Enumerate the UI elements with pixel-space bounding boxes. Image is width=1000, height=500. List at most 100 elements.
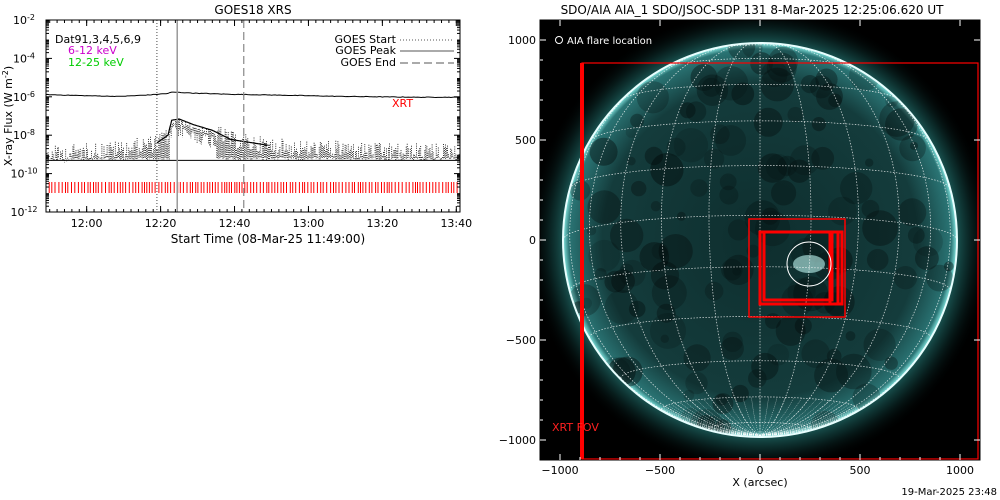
disk-texture-blob (723, 254, 754, 285)
flare-brightening (793, 255, 825, 273)
y-tick-label: 10-6 (13, 89, 35, 104)
aia-y-tick-label: 1000 (508, 34, 536, 47)
disk-texture-blob (704, 148, 725, 169)
disk-texture-blob (861, 199, 880, 218)
disk-texture-blob (746, 244, 760, 258)
disk-texture-blob (800, 75, 820, 94)
polar-grid-line (690, 400, 761, 436)
aia-y-tick-label: −500 (506, 334, 536, 347)
disk-texture-blob (683, 389, 695, 401)
disk-texture-blob (673, 128, 709, 163)
goes-long-channel-series (46, 91, 460, 99)
legend-goes-peak-label: GOES Peak (335, 44, 396, 57)
disk-texture-blob (568, 284, 601, 317)
disk-texture-blob (720, 336, 744, 361)
disk-texture-blob (801, 339, 830, 369)
goes-xlabel: Start Time (08-Mar-25 11:49:00) (171, 232, 365, 246)
disk-texture-blob (701, 77, 721, 97)
disk-texture-blob (712, 393, 734, 415)
disk-texture-blob (909, 141, 919, 150)
longitude-line (759, 43, 812, 436)
disk-texture-blob (811, 117, 827, 132)
disk-texture-blob (604, 290, 639, 324)
disk-texture-blob (765, 154, 792, 180)
disk-texture-blob (863, 328, 896, 361)
disk-texture-blob (775, 315, 806, 346)
disk-texture-blob (676, 211, 686, 221)
polar-grid-line (696, 399, 761, 436)
polar-grid-line (679, 402, 761, 436)
disk-texture-blob (644, 146, 664, 166)
polar-grid-line (667, 404, 761, 436)
disk-texture-blob (742, 43, 763, 58)
disk-texture-blob (651, 275, 687, 311)
longitude-line (620, 44, 761, 436)
aia-x-tick-label: 500 (850, 464, 871, 477)
disk-texture-blob (766, 52, 797, 83)
disk-texture-blob (907, 226, 925, 244)
disk-texture-blob (757, 153, 788, 183)
longitude-line (759, 43, 859, 436)
y-tick-label: 10-8 (13, 128, 35, 143)
disk-texture-blob (732, 266, 742, 276)
solar-limb (562, 42, 958, 438)
disk-texture-blob (594, 268, 607, 280)
y-tick-label: 10-10 (10, 166, 37, 181)
disk-texture-blob (840, 172, 873, 205)
polar-grid-line (759, 401, 836, 436)
polar-grid-line (734, 397, 761, 436)
disk-texture-blob (787, 159, 812, 183)
polar-grid-line (759, 402, 846, 436)
polar-grid-line (742, 397, 761, 436)
disk-texture-blob (627, 156, 636, 166)
polar-grid-line (759, 397, 778, 436)
goes-axes-frame (45, 19, 461, 213)
disk-texture-blob (604, 270, 626, 293)
disk-texture-blob (586, 226, 597, 236)
disk-texture-blob (915, 246, 939, 271)
x-tick-label: 12:20 (145, 217, 177, 230)
disk-texture-blob (628, 300, 646, 318)
polar-grid-line (759, 398, 810, 436)
aia-axis-ticks: −1000 −500 0 500 1000 −1000 −500 0 500 1000 (499, 20, 980, 477)
y-tick-label: 10-4 (13, 51, 35, 66)
disk-texture-blob (710, 124, 730, 145)
footer-timestamp: 19-Mar-2025 23:48 (901, 487, 997, 498)
disk-texture-blob (731, 82, 755, 106)
disk-texture-blob (826, 348, 842, 364)
disk-texture-blob (656, 303, 676, 323)
disk-texture-blob (666, 137, 686, 157)
disk-texture-blob (767, 343, 790, 366)
latitude-line (569, 165, 951, 189)
disk-texture-blob (690, 179, 708, 197)
xrt-pointing-box (828, 230, 844, 306)
legend-goes-end-label: GOES End (340, 56, 396, 69)
goes-title: GOES18 XRS (214, 3, 291, 17)
disk-texture-blob (828, 196, 857, 226)
disk-texture-blob (719, 173, 737, 191)
longitude-line (708, 43, 761, 436)
disk-texture-blob (845, 331, 856, 341)
disk-texture-blob (828, 93, 842, 108)
disk-texture-blob (866, 248, 889, 271)
disk-texture-blob (753, 107, 783, 137)
latitude-line (563, 214, 957, 241)
longitude-line (661, 43, 761, 436)
channel-label-1: 6-12 keV (68, 44, 117, 57)
disk-texture-blob (815, 68, 838, 91)
longitude-line (589, 48, 761, 436)
disk-texture-blob (899, 134, 926, 162)
disk-texture-blob (650, 312, 686, 349)
disk-texture-blob (809, 75, 833, 99)
disk-texture-blob (588, 239, 621, 272)
disk-texture-blob (639, 242, 670, 272)
polar-grid-line (674, 402, 761, 436)
disk-texture-blob (811, 146, 835, 170)
disk-texture-blob (893, 266, 918, 290)
disk-texture-blob (787, 106, 804, 123)
disk-texture-blob (761, 60, 788, 88)
goes-axis-ticks: 12:00 12:20 12:40 13:00 13:20 13:40 10-2 10-4 10… (10, 13, 472, 231)
xrt-fov-label: XRT FOV (552, 421, 599, 434)
channel-label-0: Dat91,3,4,5,6,9 (55, 33, 141, 46)
disk-texture-blob (789, 145, 820, 176)
